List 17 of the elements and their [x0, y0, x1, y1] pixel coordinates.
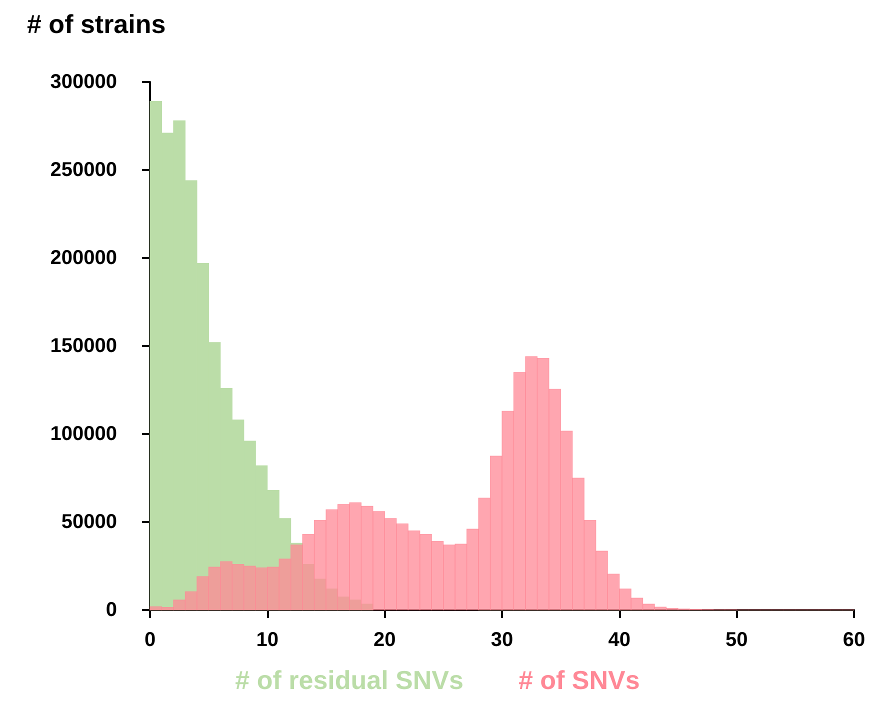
x-tick-label: 0 [144, 629, 156, 651]
y-axis-title: # of strains [27, 9, 166, 39]
text: # of SNVs [518, 665, 640, 695]
y-tick-label: 200000 [50, 247, 117, 269]
y-tick-label: 50000 [61, 511, 117, 533]
x-tick-label: 40 [608, 629, 630, 651]
x-tick-label: 60 [842, 629, 866, 651]
x-tick-label: 10 [256, 629, 278, 651]
text: # of residual SNVs [235, 665, 464, 695]
y-tick-label: 0 [106, 599, 117, 621]
y-tick-label: 100000 [50, 423, 117, 445]
y-tick-label: 300000 [50, 71, 117, 93]
y-tick-label: 250000 [50, 159, 117, 181]
x-tick-label: 50 [726, 629, 748, 651]
y-tick-label: 150000 [50, 335, 117, 357]
x-tick-label: 20 [374, 629, 396, 651]
x-tick-label: 30 [490, 629, 514, 651]
